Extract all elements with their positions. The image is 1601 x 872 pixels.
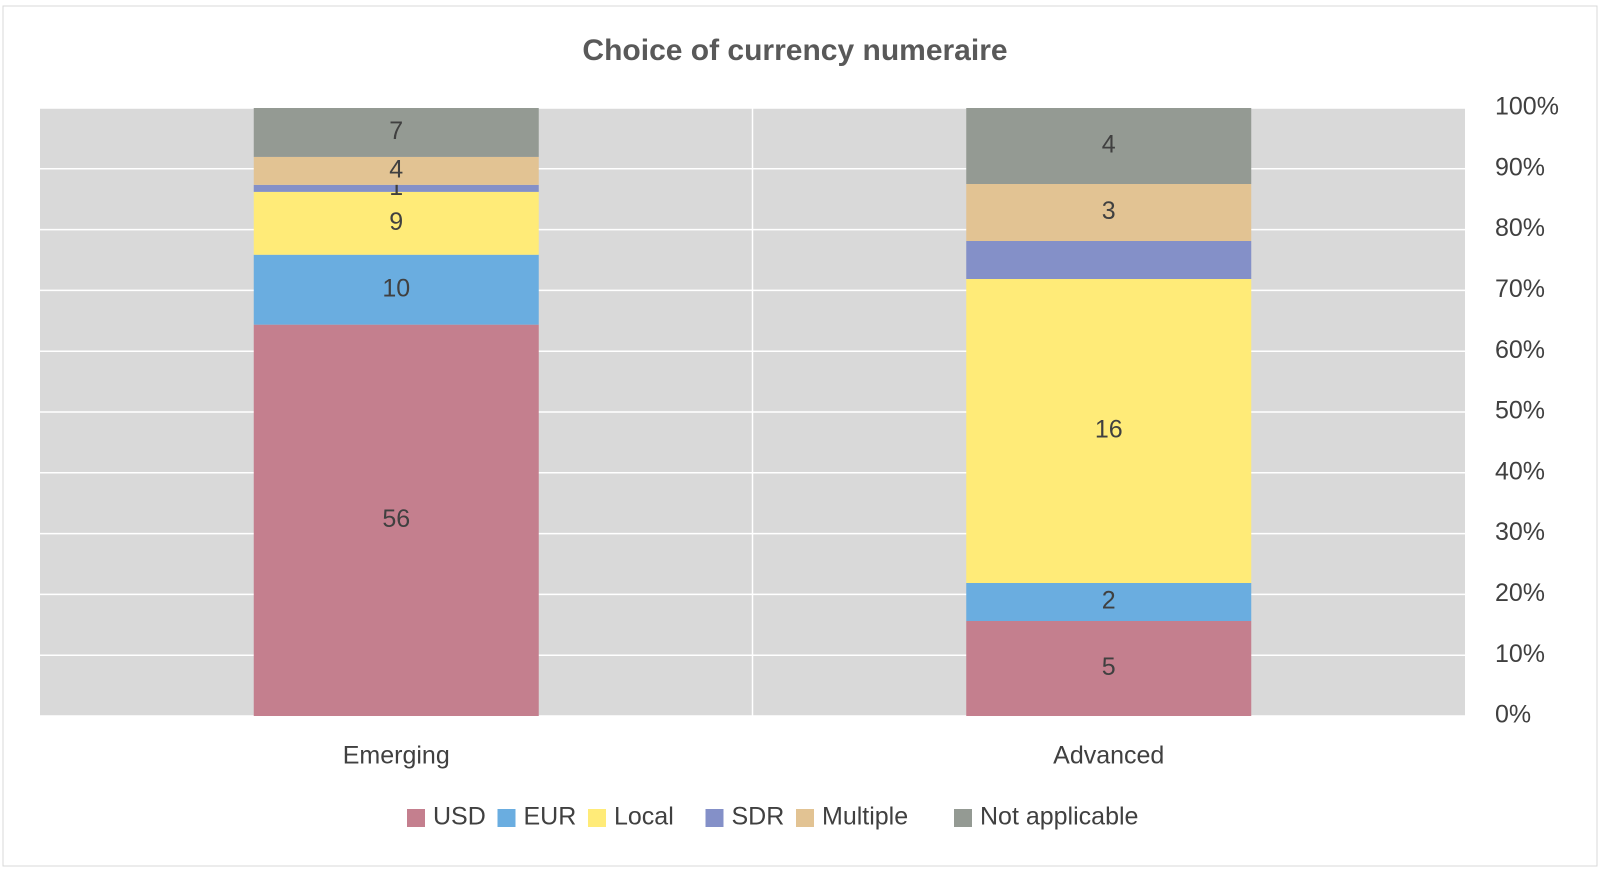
- legend-swatch: [407, 809, 425, 827]
- legend-swatch: [796, 809, 814, 827]
- y-tick-label: 80%: [1495, 214, 1545, 242]
- data-label: 56: [382, 505, 410, 533]
- x-tick-label: Advanced: [1053, 742, 1164, 770]
- data-label: 4: [1102, 131, 1116, 159]
- legend-label: USD: [433, 803, 486, 831]
- y-tick-label: 70%: [1495, 275, 1545, 303]
- bar-segment: [253, 324, 539, 716]
- bar-segment: [966, 279, 1252, 583]
- legend-label: EUR: [524, 803, 577, 831]
- data-label: 10: [382, 274, 410, 302]
- y-tick-label: 100%: [1495, 93, 1559, 121]
- y-tick-label: 0%: [1495, 701, 1531, 729]
- data-label: 16: [1095, 416, 1123, 444]
- legend-label: Not applicable: [980, 803, 1138, 831]
- bar-segment: [966, 108, 1252, 184]
- data-label: 5: [1102, 653, 1116, 681]
- y-tick-label: 10%: [1495, 640, 1545, 668]
- bar-segment: [253, 191, 539, 255]
- y-tick-label: 90%: [1495, 153, 1545, 181]
- y-tick-label: 20%: [1495, 579, 1545, 607]
- bar-segment: [966, 184, 1252, 241]
- data-label: 4: [389, 156, 403, 184]
- bar-segment: [253, 254, 539, 325]
- chart-title: Choice of currency numeraire: [582, 34, 1007, 67]
- y-tick-label: 50%: [1495, 397, 1545, 425]
- data-label: 7: [389, 117, 403, 145]
- legend-swatch: [588, 809, 606, 827]
- legend-label: Multiple: [822, 803, 908, 831]
- data-label: 2: [1102, 587, 1116, 615]
- bar-segment: [253, 184, 539, 192]
- bar-segment: [966, 621, 1252, 716]
- y-tick-label: 30%: [1495, 518, 1545, 546]
- data-label: 3: [1102, 197, 1116, 225]
- bar-segment: [253, 108, 539, 157]
- bar-segment: [253, 156, 539, 185]
- legend-swatch: [705, 809, 724, 827]
- legend-label: Local: [614, 803, 674, 831]
- bar-segment: [966, 241, 1252, 279]
- bar-segment: [966, 583, 1252, 621]
- data-label: 9: [389, 208, 403, 236]
- x-tick-label: Emerging: [343, 742, 450, 770]
- legend-swatch: [954, 809, 972, 827]
- legend-label: SDR: [732, 803, 785, 831]
- legend-swatch: [497, 809, 516, 827]
- y-tick-label: 40%: [1495, 457, 1545, 485]
- y-tick-label: 60%: [1495, 336, 1545, 364]
